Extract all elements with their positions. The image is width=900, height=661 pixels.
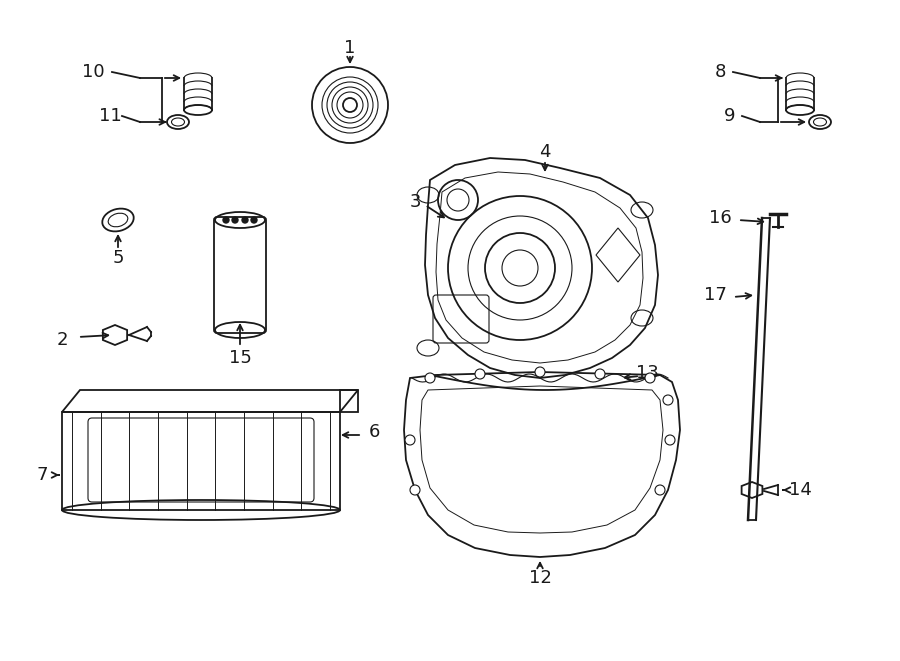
Circle shape [663,395,673,405]
Text: 17: 17 [704,286,726,304]
Text: 10: 10 [82,63,104,81]
Text: 4: 4 [539,143,551,161]
Text: 5: 5 [112,249,124,267]
Circle shape [251,217,257,223]
Circle shape [645,373,655,383]
Text: 12: 12 [528,569,552,587]
Text: 14: 14 [788,481,812,499]
Text: 16: 16 [708,209,732,227]
Text: 7: 7 [36,466,48,484]
Circle shape [242,217,248,223]
Text: 6: 6 [368,423,380,441]
Text: 2: 2 [56,331,68,349]
Text: 15: 15 [229,349,251,367]
Circle shape [223,217,229,223]
Circle shape [475,369,485,379]
Circle shape [535,367,545,377]
Text: 1: 1 [345,39,356,57]
Circle shape [425,373,435,383]
Circle shape [595,369,605,379]
Circle shape [665,435,675,445]
Circle shape [410,485,420,495]
Text: 9: 9 [724,107,736,125]
Text: 3: 3 [410,193,421,211]
Text: 11: 11 [99,107,122,125]
Circle shape [655,485,665,495]
Circle shape [405,435,415,445]
Circle shape [232,217,238,223]
Text: 13: 13 [635,364,659,382]
Text: 8: 8 [715,63,725,81]
